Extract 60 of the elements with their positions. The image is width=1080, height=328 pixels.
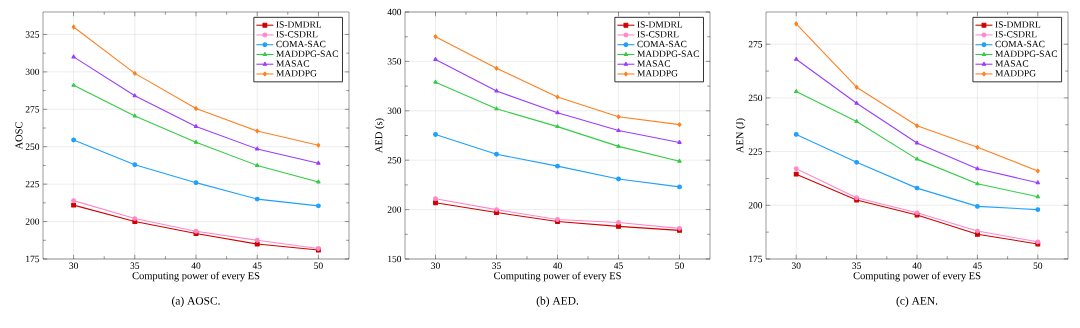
- y-tick-label: 275: [748, 41, 763, 48]
- y-tick-label: 350: [387, 58, 402, 65]
- legend-label: MADDPG: [276, 70, 317, 77]
- y-tick-label: 325: [25, 31, 40, 38]
- legend-label: MADDPG: [995, 70, 1036, 77]
- y-tick-label: 200: [25, 218, 40, 225]
- y-axis-title: AED (s): [374, 118, 385, 153]
- x-tick-label: 50: [314, 262, 323, 269]
- y-tick-label: 175: [749, 255, 763, 263]
- y-axis-title: AEN (J): [735, 118, 746, 153]
- y-tick-label: 250: [387, 157, 402, 164]
- y-tick-label: 225: [748, 148, 763, 155]
- legend-label: MADDPG-SAC: [276, 50, 338, 57]
- legend-label: MASAC: [276, 60, 310, 67]
- x-tick-label: 35: [492, 262, 501, 269]
- y-tick-label: 150: [388, 255, 402, 263]
- x-tick-label: 35: [130, 262, 140, 269]
- legend-label: IS-CSDRL: [276, 31, 318, 38]
- x-tick-label: 45: [252, 262, 262, 269]
- legend-label: MASAC: [995, 60, 1029, 67]
- y-tick-label: 175: [26, 255, 40, 263]
- legend-label: IS-DMDRL: [995, 21, 1041, 28]
- x-tick-label: 50: [675, 262, 684, 269]
- y-axis-title: AOSC: [15, 122, 23, 150]
- y-tick-label: 225: [25, 180, 40, 188]
- legend-label: IS-CSDRL: [637, 31, 679, 38]
- x-axis-title: Computing power of every ES: [853, 271, 981, 282]
- x-tick-label: 30: [791, 262, 801, 269]
- x-axis-title: Computing power of every ES: [132, 271, 260, 282]
- y-tick-label: 250: [25, 143, 40, 150]
- x-tick-label: 35: [852, 262, 861, 269]
- x-tick-label: 30: [69, 262, 78, 269]
- text: (c) AEN.: [896, 296, 938, 307]
- legend-label: COMA-SAC: [995, 40, 1045, 48]
- x-tick-label: 40: [191, 262, 201, 269]
- x-tick-label: 45: [972, 262, 982, 269]
- y-tick-label: 300: [387, 107, 402, 114]
- legend-label: MADDPG-SAC: [637, 50, 699, 57]
- x-axis-title: Computing power of every ES: [494, 271, 621, 282]
- text: (a) AOSC.: [172, 296, 220, 307]
- x-tick-label: 45: [613, 262, 623, 269]
- x-tick-label: 40: [552, 262, 562, 269]
- x-tick-label: 50: [1033, 262, 1043, 269]
- x-tick-label: 30: [431, 262, 440, 269]
- y-tick-label: 275: [25, 106, 40, 113]
- legend-label: COMA-SAC: [276, 40, 326, 48]
- y-tick-label: 250: [748, 94, 763, 102]
- legend-label: IS-DMDRL: [637, 21, 683, 28]
- y-tick-label: 200: [387, 206, 402, 213]
- legend-label: COMA-SAC: [637, 40, 687, 48]
- legend-label: MADDPG: [637, 70, 678, 77]
- legend-label: IS-CSDRL: [995, 31, 1037, 38]
- text: (b) AED.: [536, 296, 579, 307]
- legend-label: MASAC: [637, 60, 671, 67]
- y-tick-label: 200: [748, 202, 763, 209]
- legend-label: MADDPG-SAC: [995, 50, 1058, 57]
- x-tick-label: 40: [912, 262, 922, 269]
- y-tick-label: 400: [387, 8, 402, 16]
- y-tick-label: 300: [25, 68, 40, 76]
- legend-label: IS-DMDRL: [276, 21, 322, 28]
